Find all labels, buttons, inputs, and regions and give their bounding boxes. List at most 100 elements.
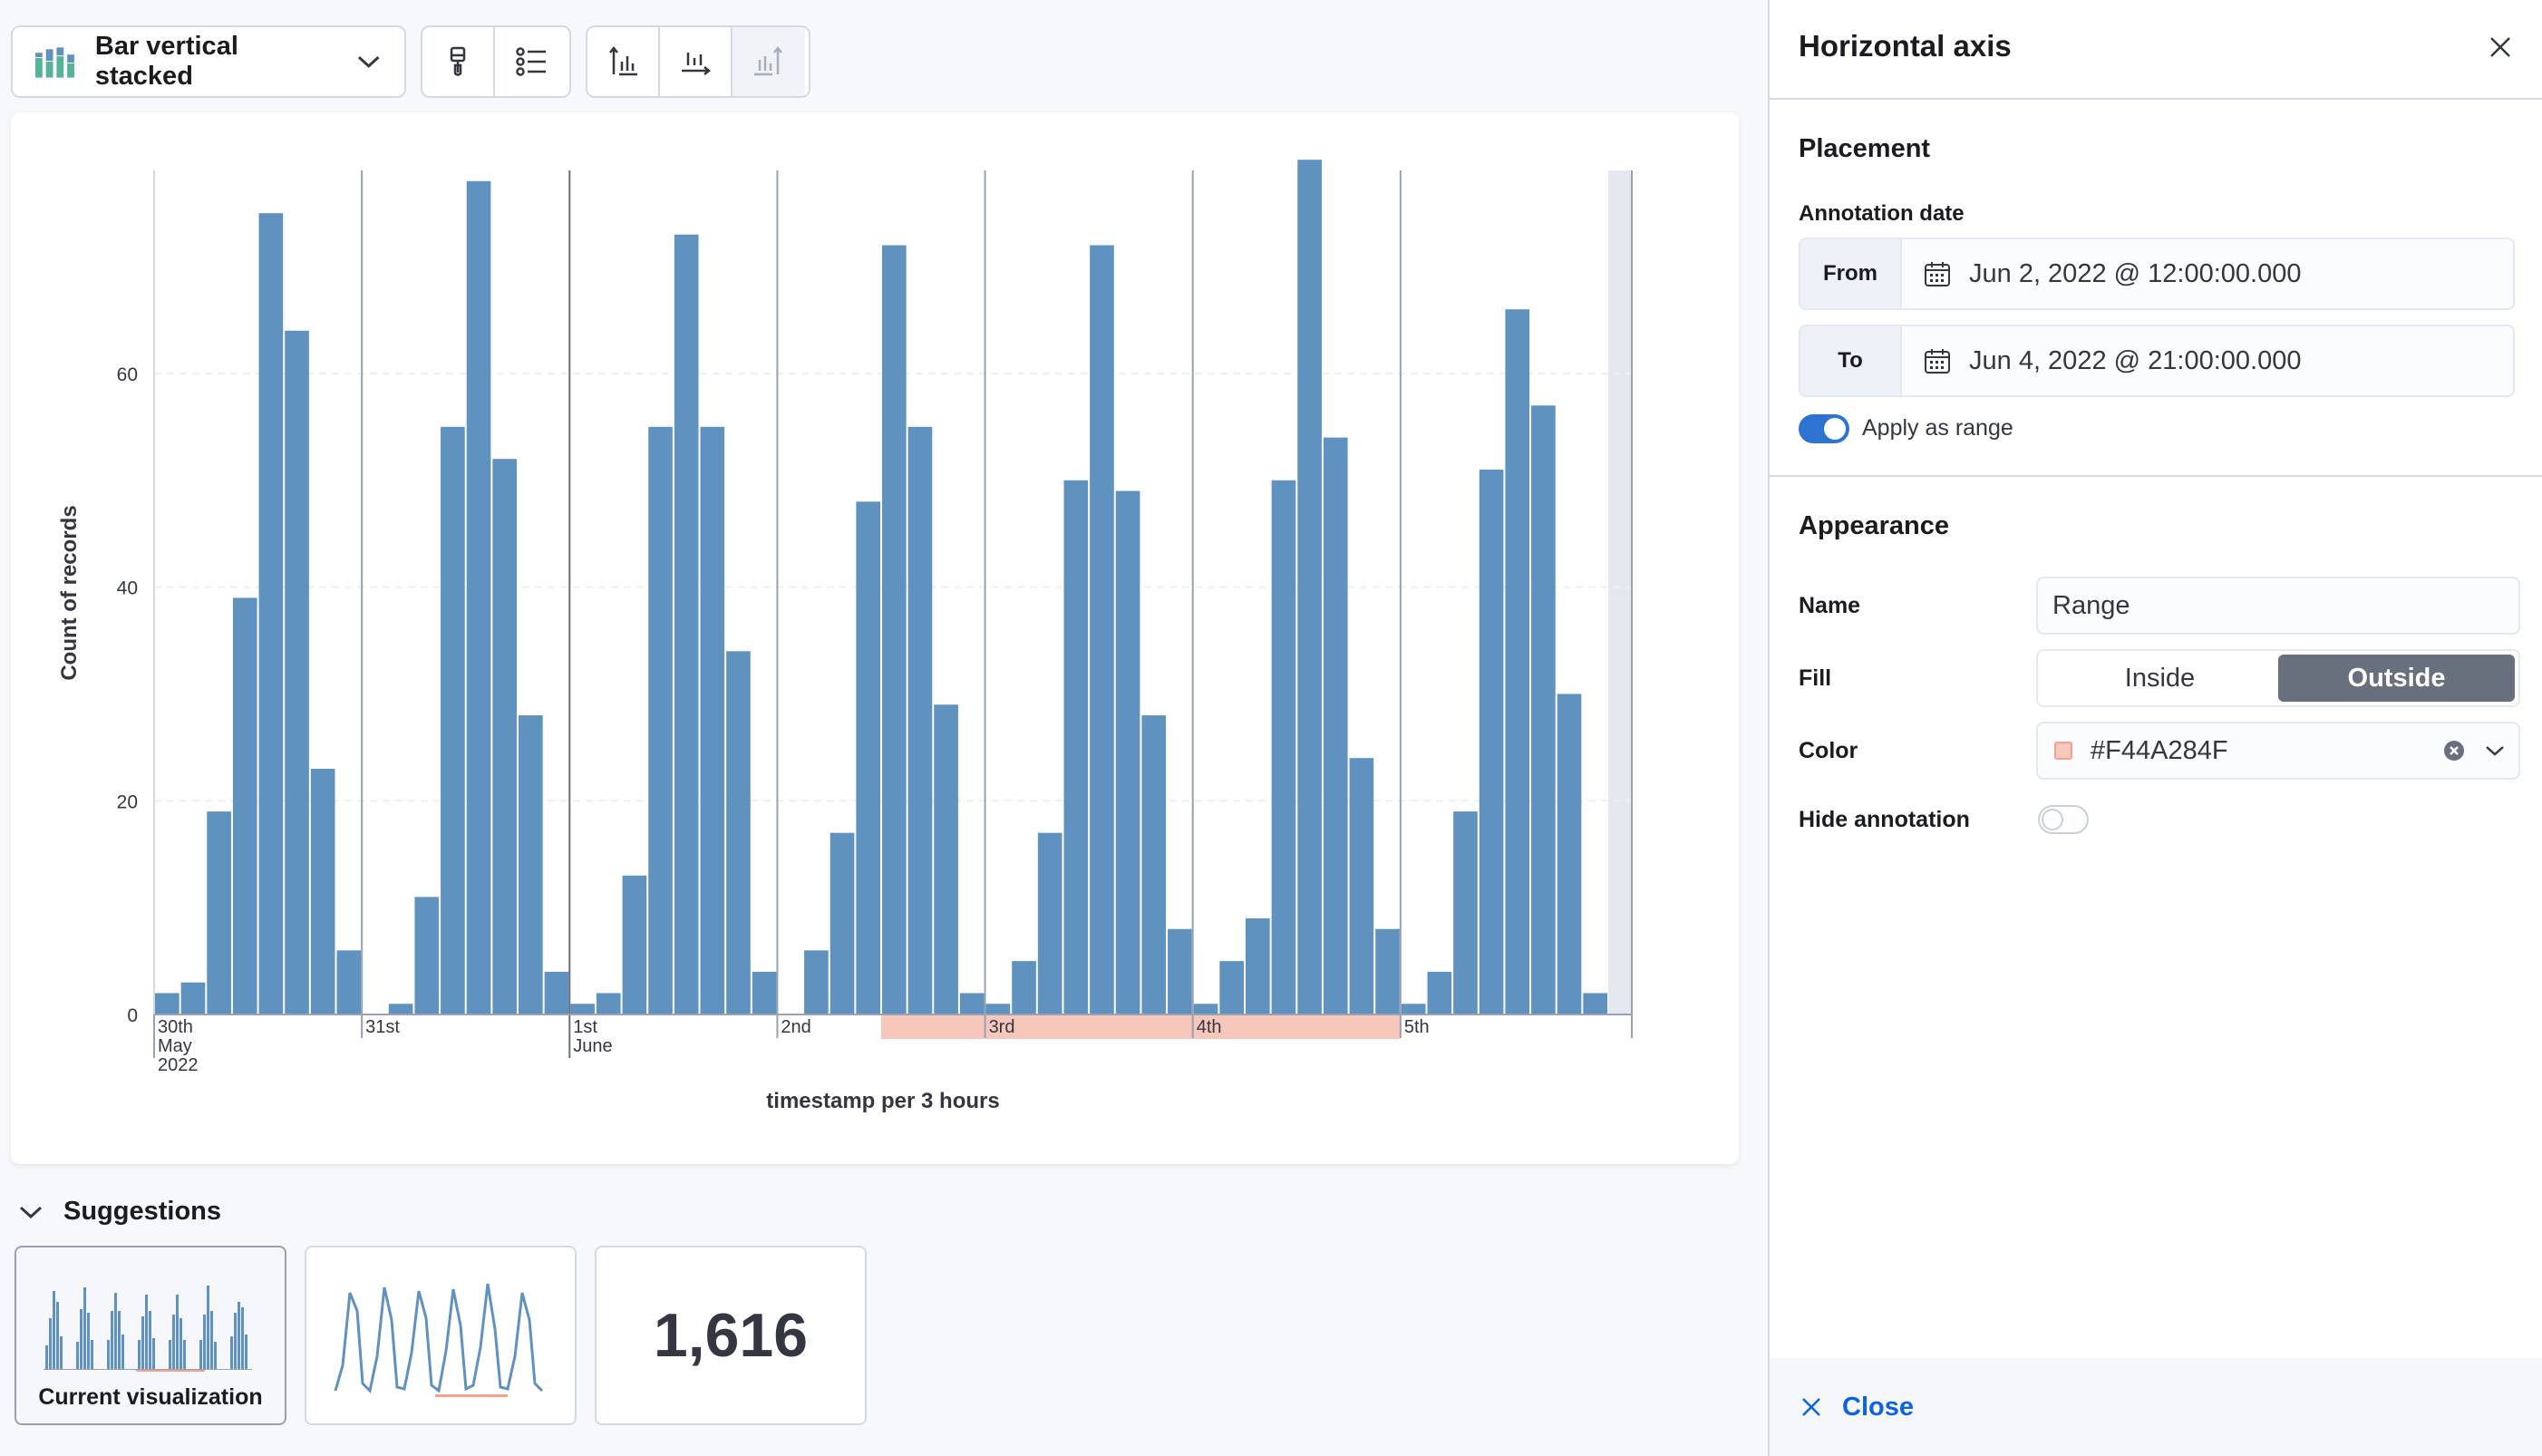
bar <box>336 950 362 1014</box>
color-value: #F44A284F <box>2091 735 2228 765</box>
bar <box>674 234 699 1014</box>
plot-end-band <box>1608 170 1632 1014</box>
close-icon <box>2490 37 2510 57</box>
bar <box>907 426 933 1014</box>
flyout-footer: Close <box>1770 1358 2542 1456</box>
bar <box>207 811 231 1014</box>
close-button[interactable]: Close <box>1842 1392 1914 1422</box>
bar <box>466 180 491 1015</box>
bar <box>596 993 621 1014</box>
apply-as-range-switch[interactable] <box>1799 414 1849 443</box>
fill-outside-button[interactable]: Outside <box>2278 655 2515 702</box>
bar <box>1012 961 1036 1014</box>
bar <box>1063 480 1089 1014</box>
axis-button-group <box>586 25 810 98</box>
suggestion-metric[interactable]: 1,616 <box>595 1246 867 1425</box>
bottom-axis-icon <box>682 53 712 75</box>
right-axis-button[interactable] <box>733 27 805 96</box>
bar <box>1193 1004 1218 1014</box>
bar <box>519 715 543 1014</box>
x-tick-label: June <box>573 1036 612 1056</box>
bar <box>1505 309 1530 1014</box>
bottom-axis-button[interactable] <box>660 27 733 96</box>
bar <box>232 597 257 1014</box>
chart-type-label: Bar vertical stacked <box>94 32 238 91</box>
hide-annotation-switch[interactable] <box>2038 805 2089 834</box>
to-date-value: Jun 4, 2022 @ 21:00:00.000 <box>1969 345 2302 375</box>
appearance-title: Appearance <box>1799 511 1950 540</box>
calendar-icon <box>1925 262 1950 286</box>
chart-panel: 0 20 40 60 30th May 2022 31st 1st June 2nd 3rd 4th 5t… <box>11 112 1739 1164</box>
bar-chart-thumbnail <box>44 1286 252 1372</box>
y-axis-title: Count of records <box>57 505 82 680</box>
bar <box>258 213 284 1014</box>
suggestions-toggle[interactable]: Suggestions <box>18 1197 221 1227</box>
divider <box>1770 475 2542 477</box>
bar <box>544 971 569 1014</box>
bar <box>1246 917 1270 1014</box>
apply-as-range-label: Apply as range <box>1862 415 2013 441</box>
bar <box>934 704 958 1014</box>
bar-stacked-icon <box>34 47 74 78</box>
left-axis-button[interactable] <box>587 27 660 96</box>
suggestion-current-visualization[interactable]: Current visualization <box>15 1246 286 1425</box>
y-tick-label: 40 <box>117 578 138 599</box>
bar <box>622 875 647 1014</box>
flyout-close-icon-button[interactable] <box>2484 31 2517 63</box>
x-tick-label: 2nd <box>781 1017 810 1037</box>
bar <box>570 1004 595 1014</box>
x-tick-label: 3rd <box>989 1017 1015 1037</box>
bar <box>985 1004 1011 1014</box>
bar <box>700 426 725 1014</box>
to-label: To <box>1800 326 1902 395</box>
horizontal-axis-flyout: Horizontal axis Placement Annotation dat… <box>1768 0 2542 1456</box>
bar <box>830 832 855 1014</box>
bar <box>1271 480 1296 1014</box>
annotation-range-band <box>881 1015 1401 1039</box>
bar <box>804 950 829 1014</box>
bar <box>1115 490 1140 1014</box>
bar <box>959 993 985 1014</box>
bar <box>1168 928 1192 1014</box>
name-input[interactable]: Range <box>2036 577 2520 635</box>
color-swatch <box>2054 742 2072 760</box>
chart-type-switcher[interactable]: Bar vertical stacked <box>11 25 406 98</box>
chevron-down-icon <box>19 1206 43 1218</box>
bar <box>1479 469 1504 1014</box>
from-date-value: Jun 2, 2022 @ 12:00:00.000 <box>1969 258 2302 288</box>
bar <box>310 768 335 1014</box>
color-picker[interactable]: #F44A284F <box>2036 722 2520 780</box>
bar <box>1297 160 1322 1014</box>
clear-icon[interactable] <box>2442 739 2466 762</box>
metric-value: 1,616 <box>653 1301 809 1370</box>
x-tick-label: 30th <box>158 1017 193 1037</box>
bar <box>1349 758 1374 1014</box>
legend-button[interactable] <box>495 27 568 96</box>
switch-knob <box>2042 809 2063 830</box>
x-tick-label: 31st <box>365 1017 400 1037</box>
placement-title: Placement <box>1799 134 1931 163</box>
y-tick-label: 60 <box>117 364 138 385</box>
bar <box>441 426 465 1014</box>
fill-inside-button[interactable]: Inside <box>2124 663 2196 693</box>
from-date-picker[interactable]: From Jun 2, 2022 @ 12:00:00.000 <box>1799 238 2515 310</box>
bar <box>1531 405 1556 1014</box>
chevron-down-icon[interactable] <box>2484 743 2506 758</box>
switch-knob <box>1824 418 1846 440</box>
x-tick-label: 4th <box>1197 1017 1222 1037</box>
right-axis-icon <box>754 45 782 76</box>
visual-options-button[interactable] <box>422 27 495 96</box>
to-date-picker[interactable]: To Jun 4, 2022 @ 21:00:00.000 <box>1799 325 2515 397</box>
suggestion-line-chart[interactable] <box>305 1246 577 1425</box>
chevron-down-icon <box>357 56 380 68</box>
style-button-group <box>421 25 571 98</box>
suggestion-caption: Current visualization <box>38 1384 263 1410</box>
legend-icon <box>516 47 546 76</box>
bar <box>648 426 673 1014</box>
bar <box>1401 1004 1426 1014</box>
paintbrush-icon <box>450 46 466 76</box>
fill-button-group: Inside Outside <box>2036 649 2520 707</box>
name-label: Name <box>1799 593 1861 618</box>
flyout-title: Horizontal axis <box>1799 29 2012 63</box>
